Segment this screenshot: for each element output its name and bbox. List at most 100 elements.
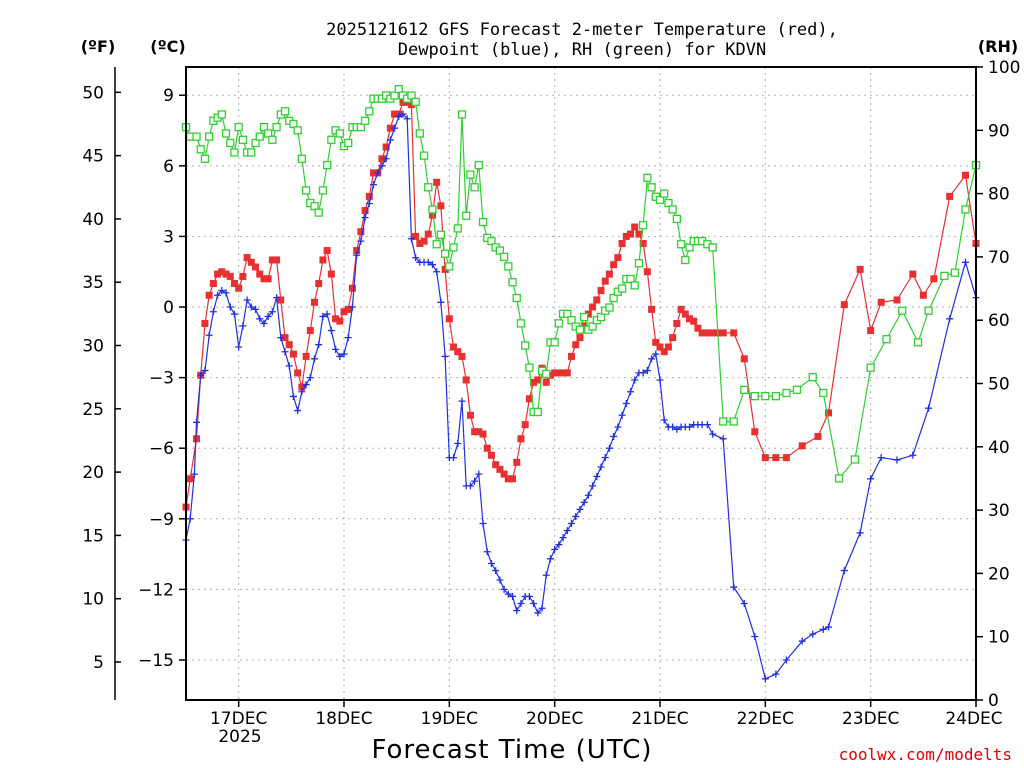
dewpoint-point (660, 416, 668, 424)
dewpoint-point (294, 407, 302, 415)
fahrenheit-unit-label: (ºF) (81, 37, 116, 56)
rh-point (268, 135, 277, 144)
temperature-point (584, 310, 592, 318)
dewpoint-point (218, 287, 226, 295)
dewpoint-point (685, 423, 693, 431)
dewpoint-point (374, 169, 382, 177)
temperature-point (496, 465, 504, 473)
dewpoint-point (639, 369, 647, 377)
dewpoint-point (925, 404, 933, 412)
rh-point (310, 202, 319, 211)
temperature-point (656, 343, 664, 351)
dewpoint-point (500, 585, 508, 593)
rh-tick-label: 80 (988, 185, 1010, 205)
rh-point (525, 363, 534, 372)
dewpoint-point (424, 258, 432, 266)
rh-tick-label: 0 (988, 691, 999, 711)
rh-point (782, 388, 791, 398)
temperature-point (281, 334, 289, 342)
rh-point (365, 107, 374, 116)
dewpoint-point (798, 637, 806, 645)
rh-point (668, 205, 677, 214)
dewpoint-point (631, 376, 639, 384)
temperature-point (332, 315, 340, 323)
temperature-point (289, 350, 297, 358)
celsius-tick-label: −15 (138, 651, 174, 671)
rh-point (575, 325, 585, 334)
temperature-point (357, 228, 365, 236)
temperature-point (378, 155, 386, 163)
dewpoint-point (327, 327, 335, 335)
temperature-point (386, 124, 394, 132)
dewpoint-point (344, 334, 352, 342)
temperature-point (391, 110, 399, 118)
temperature-point (622, 232, 630, 240)
temperature-point (572, 341, 580, 349)
rh-point (419, 151, 429, 160)
dewpoint-point (319, 312, 327, 320)
dewpoint-point (256, 315, 264, 323)
temperature-point (618, 239, 626, 247)
fahrenheit-tick-label: 15 (82, 526, 104, 546)
temperature-point (652, 338, 660, 346)
temperature-point (256, 270, 264, 278)
temperature-point (521, 421, 529, 429)
fahrenheit-tick-label: 30 (82, 337, 104, 357)
fahrenheit-tick-label: 45 (82, 147, 104, 167)
rh-point (255, 132, 264, 141)
rh-point (626, 274, 635, 284)
temperature-point (798, 442, 806, 450)
rh-point (729, 417, 738, 426)
rh-point (834, 474, 844, 483)
time-tick-label: 19DEC (421, 709, 478, 729)
dewpoint-point (471, 477, 479, 485)
rh-point (499, 252, 509, 262)
rh-point (247, 148, 256, 157)
rh-tick-label: 60 (988, 311, 1010, 331)
rh-tick-label: 50 (988, 375, 1010, 395)
dewpoint-point (605, 444, 613, 452)
dewpoint-point (648, 355, 656, 363)
rh-point (238, 135, 248, 144)
dewpoint-point (466, 482, 474, 490)
dewpoint-point (315, 341, 323, 349)
temperature-point (500, 470, 508, 478)
dewpoint-point (230, 310, 238, 318)
temperature-point (445, 315, 453, 323)
dewpoint-point (298, 388, 306, 396)
temperature-point (909, 270, 917, 278)
temperature-point (525, 395, 533, 403)
temperature-point (298, 383, 306, 391)
temperature-point (719, 329, 727, 337)
temperature-point (597, 287, 605, 295)
dewpoint-point (568, 520, 576, 528)
dewpoint-point (542, 571, 550, 579)
fahrenheit-tick-label: 35 (82, 273, 104, 293)
rh-point (390, 91, 399, 100)
rh-point (356, 122, 366, 132)
dewpoint-point (323, 310, 331, 318)
rh-tick-label: 90 (988, 121, 1010, 141)
temperature-point (487, 451, 495, 459)
dewpoint-point (306, 374, 314, 382)
dewpoint-point (525, 592, 533, 600)
time-tick-label: 24DEC (945, 709, 1002, 729)
temperature-point (209, 279, 217, 287)
rh-point (808, 373, 817, 382)
series-layer (181, 85, 981, 683)
temperature-point (428, 211, 436, 219)
rh-point (554, 319, 564, 328)
temperature-point (694, 324, 702, 332)
fahrenheit-tick-label: 50 (82, 83, 104, 103)
temperature-point (285, 341, 293, 349)
temperature-point (825, 409, 833, 417)
dewpoint-point (433, 268, 441, 276)
rh-point (617, 284, 627, 293)
rh-point (638, 221, 648, 230)
temperature-point (669, 334, 677, 342)
dewpoint-point (336, 352, 344, 360)
dewpoint-point (201, 367, 209, 375)
dewpoint-point (209, 308, 217, 316)
dewpoint-point (546, 555, 554, 563)
dewpoint-point (247, 303, 255, 311)
